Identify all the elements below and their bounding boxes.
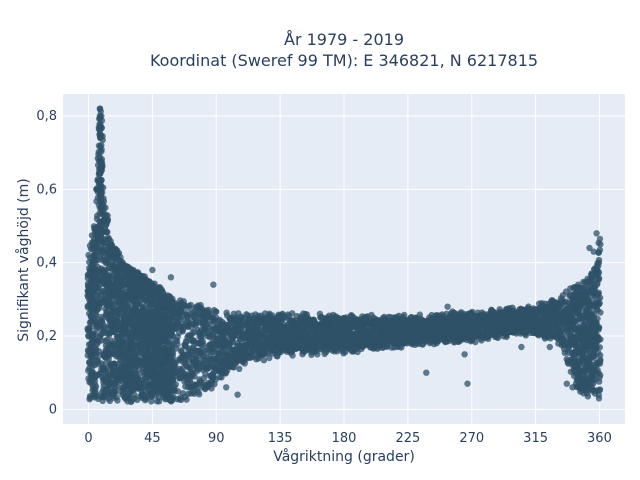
scatter-point [95, 284, 103, 292]
scatter-point [196, 391, 203, 398]
scatter-point [189, 389, 197, 396]
scatter-point [102, 360, 109, 367]
scatter-point [198, 335, 205, 343]
scatter-point [183, 396, 190, 403]
scatter-point [401, 311, 408, 319]
scatter-point [174, 388, 182, 395]
scatter-point [213, 308, 220, 315]
scatter-point [172, 381, 179, 388]
scatter-point [185, 319, 192, 326]
scatter-point [236, 365, 243, 372]
scatter-point [187, 301, 194, 309]
scatter-point [289, 352, 296, 359]
chart-title-line2: Koordinat (Sweref 99 TM): E 346821, N 62… [150, 51, 538, 70]
scatter-point [260, 357, 268, 364]
scatter-point [114, 397, 121, 404]
chart-title-line1: År 1979 - 2019 [284, 30, 404, 49]
scatter-point [151, 280, 158, 287]
scatter-point [86, 325, 94, 332]
scatter-point [136, 370, 143, 378]
scatter-point [472, 338, 479, 346]
scatter-point [169, 350, 177, 357]
scatter-point [416, 311, 423, 318]
data-points [84, 105, 604, 406]
scatter-point [266, 354, 273, 362]
scatter-point [148, 398, 155, 405]
scatter-point [191, 373, 198, 380]
scatter-point [86, 396, 93, 403]
scatter-point [314, 351, 321, 358]
scatter-point [91, 381, 99, 388]
scatter-point [103, 221, 110, 228]
scatter-point [92, 330, 99, 337]
scatter-point [494, 334, 502, 342]
scatter-point [198, 341, 205, 349]
